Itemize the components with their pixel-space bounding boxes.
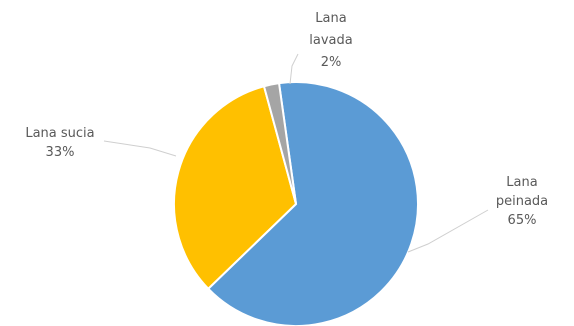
data-label-line: 33% <box>46 145 75 160</box>
data-label-line: Lana sucia <box>25 126 94 141</box>
pie-slice-lana-sucia <box>173 85 298 291</box>
leader-lines <box>103 53 489 253</box>
pie-slice-lana-peinada <box>206 81 419 326</box>
data-label-line: 2% <box>321 55 342 70</box>
data-label-line: Lana <box>506 175 537 190</box>
data-labels: Lana peinada 65% Lana sucia 33% Lana lavada 2% <box>25 11 548 228</box>
data-label-line: peinada <box>496 194 548 209</box>
pie-slice-lana-lavada <box>262 82 297 205</box>
leader-line <box>103 140 177 157</box>
data-label-line: lavada <box>309 33 352 48</box>
pie-slices <box>173 81 419 326</box>
data-label-lana-peinada: Lana peinada 65% <box>496 175 548 228</box>
data-label-line: 65% <box>508 213 537 228</box>
data-label-lana-lavada: Lana lavada 2% <box>309 11 352 70</box>
data-label-lana-sucia: Lana sucia 33% <box>25 126 94 160</box>
leader-line <box>289 53 299 85</box>
data-label-line: Lana <box>315 11 346 26</box>
leader-line <box>407 209 489 253</box>
